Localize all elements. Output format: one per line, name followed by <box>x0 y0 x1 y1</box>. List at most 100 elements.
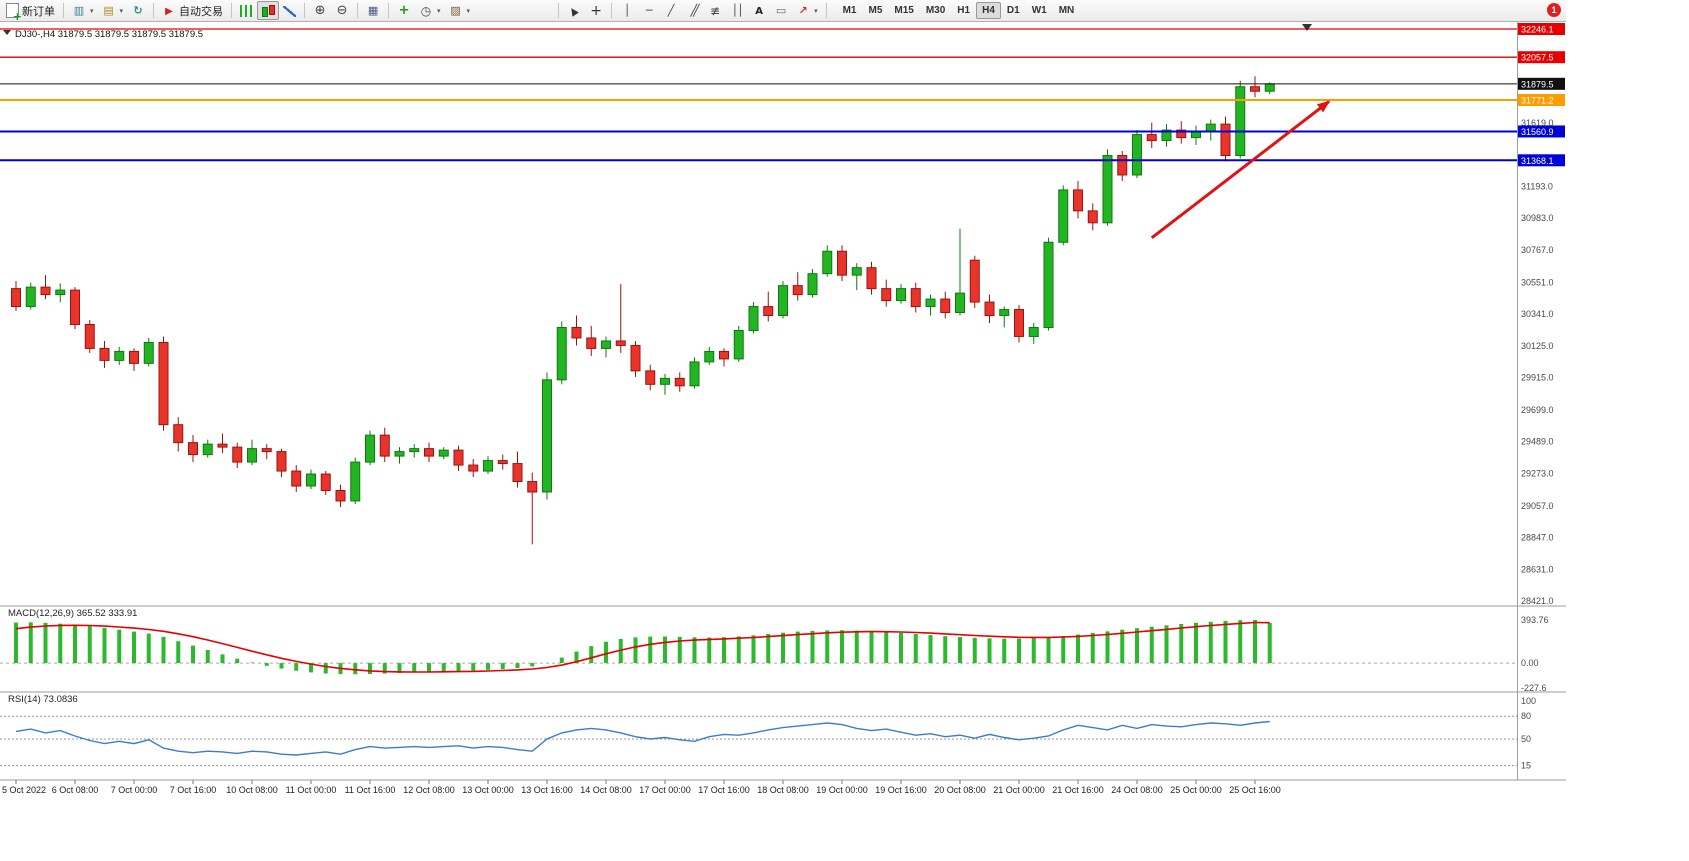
svg-text:-227.6: -227.6 <box>1521 683 1547 693</box>
timeframe-m1-button[interactable]: M1 <box>837 2 863 19</box>
time-axis[interactable]: 5 Oct 2022 6 Oct 08:00 7 Oct 00:00 7 Oct 16… <box>2 780 1281 795</box>
svg-text:31619.0: 31619.0 <box>1521 118 1554 128</box>
price-scale[interactable]: 31619.0 31193.0 30983.0 30767.0 30551.0 30341… <box>1521 118 1554 606</box>
svg-text:18 Oct 08:00: 18 Oct 08:00 <box>757 785 809 795</box>
crosshair-button[interactable] <box>585 1 607 20</box>
zoom-in-button[interactable] <box>309 1 331 20</box>
periods-icon <box>419 4 433 18</box>
timeframe-m30-button[interactable]: M30 <box>920 2 951 19</box>
panel-separators[interactable] <box>0 22 1566 781</box>
svg-text:13 Oct 16:00: 13 Oct 16:00 <box>521 785 573 795</box>
fibonacci-retracement-button[interactable] <box>704 1 726 20</box>
timeframe-m15-button[interactable]: M15 <box>888 2 919 19</box>
arrows-icon <box>796 4 810 18</box>
autotrading-icon <box>162 4 176 18</box>
text-label-button[interactable] <box>770 1 792 20</box>
svg-text:100: 100 <box>1521 696 1536 706</box>
svg-text:50: 50 <box>1521 734 1531 744</box>
svg-text:12 Oct 08:00: 12 Oct 08:00 <box>403 785 455 795</box>
vertical-line-button[interactable] <box>616 1 638 20</box>
svg-text:17 Oct 00:00: 17 Oct 00:00 <box>639 785 691 795</box>
refresh-button[interactable] <box>127 1 149 20</box>
svg-text:24 Oct 08:00: 24 Oct 08:00 <box>1111 785 1163 795</box>
svg-text:31879.5: 31879.5 <box>1521 79 1554 89</box>
text-button[interactable] <box>748 1 770 20</box>
svg-text:13 Oct 00:00: 13 Oct 00:00 <box>462 785 514 795</box>
price-line-boxes: 32246.1 32057.5 31879.5 31771.2 31560.9 31368… <box>1518 23 1565 167</box>
notification-badge[interactable]: 1 <box>1547 3 1561 17</box>
svg-text:29273.0: 29273.0 <box>1521 469 1554 479</box>
new-chart-button[interactable]: ▾ <box>68 1 98 20</box>
dropdown-arrow-icon: ▾ <box>437 7 441 15</box>
timeframe-d1-button[interactable]: D1 <box>1001 2 1026 19</box>
toolbar-separator <box>388 3 390 18</box>
cursor-button[interactable] <box>563 1 585 20</box>
chart-title: DJ30-,H4 31879.5 31879.5 31879.5 31879.5 <box>15 29 203 40</box>
macd-histogram <box>14 620 1272 675</box>
refresh-icon <box>131 4 145 18</box>
svg-text:30341.0: 30341.0 <box>1521 309 1554 319</box>
indicators-icon <box>397 4 411 18</box>
new-order-button[interactable]: 新订单 <box>2 1 59 22</box>
profiles-button[interactable]: ▾ <box>98 1 128 20</box>
svg-text:19 Oct 16:00: 19 Oct 16:00 <box>875 785 927 795</box>
autotrading-button[interactable]: 自动交易 <box>158 1 227 20</box>
horizontal-line-button[interactable] <box>638 1 660 20</box>
templates-icon <box>449 4 463 18</box>
svg-text:7 Oct 16:00: 7 Oct 16:00 <box>170 785 217 795</box>
indicators-button[interactable] <box>393 1 415 20</box>
bars-icon <box>240 5 254 17</box>
cycle-lines-button[interactable] <box>726 1 748 20</box>
autotrading-label: 自动交易 <box>179 5 224 18</box>
toolbar-separator <box>825 3 827 18</box>
zoom-out-button[interactable] <box>331 1 353 20</box>
zoom-in-icon <box>313 4 327 18</box>
toolbar-separator <box>558 3 560 18</box>
svg-text:21 Oct 00:00: 21 Oct 00:00 <box>993 785 1045 795</box>
trendline-icon <box>664 4 678 18</box>
svg-text:25 Oct 00:00: 25 Oct 00:00 <box>1170 785 1222 795</box>
toolbar-separator <box>611 3 613 18</box>
svg-text:20 Oct 08:00: 20 Oct 08:00 <box>934 785 986 795</box>
svg-text:32057.5: 32057.5 <box>1521 53 1554 63</box>
timeframe-h4-button[interactable]: H4 <box>976 2 1001 19</box>
timeframe-h1-button[interactable]: H1 <box>951 2 976 19</box>
timeframe-mn-button[interactable]: MN <box>1053 2 1081 19</box>
dropdown-arrow-icon: ▾ <box>119 7 124 15</box>
templates-button[interactable]: ▾ <box>445 1 475 20</box>
hline-icon <box>642 4 656 18</box>
trend-arrow-annotation[interactable] <box>1150 100 1331 239</box>
dropdown-arrow-icon: ▾ <box>90 7 94 15</box>
horizontal-lines[interactable] <box>0 28 1517 162</box>
trendline-button[interactable] <box>660 1 682 20</box>
zoom-out-icon <box>335 4 349 18</box>
svg-text:28847.0: 28847.0 <box>1521 532 1554 542</box>
timeframe-toolbar: M1 M5 M15 M30 H1 H4 D1 W1 MN <box>837 2 1081 19</box>
svg-text:11 Oct 00:00: 11 Oct 00:00 <box>286 785 337 795</box>
arrows-button[interactable]: ▾ <box>792 1 822 20</box>
svg-text:31560.9: 31560.9 <box>1521 127 1554 137</box>
chart-panel[interactable]: 31619.0 31193.0 30983.0 30767.0 30551.0 30341… <box>0 22 1566 861</box>
equidistant-channel-button[interactable] <box>682 1 704 20</box>
candles-icon <box>261 4 276 18</box>
toolbar-spacer <box>474 10 554 11</box>
one-click-trading-toggle[interactable] <box>3 30 11 35</box>
candlestick-chart-button[interactable] <box>257 1 280 20</box>
dropdown-arrow-icon: ▾ <box>814 7 818 15</box>
line-chart-button[interactable] <box>279 1 300 20</box>
svg-text:80: 80 <box>1521 711 1531 721</box>
tile-windows-button[interactable] <box>362 1 384 20</box>
svg-text:28421.0: 28421.0 <box>1521 596 1554 606</box>
timeframe-w1-button[interactable]: W1 <box>1026 2 1053 19</box>
toolbar-separator <box>357 3 359 18</box>
bar-chart-button[interactable] <box>236 1 257 20</box>
svg-text:31193.0: 31193.0 <box>1521 181 1553 191</box>
label-icon <box>774 4 788 18</box>
periods-button[interactable]: ▾ <box>415 1 445 20</box>
shift-marker-icon <box>1302 24 1312 31</box>
toolbar-separator <box>304 3 306 18</box>
timeframe-m5-button[interactable]: M5 <box>862 2 888 19</box>
svg-text:29489.0: 29489.0 <box>1521 436 1554 446</box>
